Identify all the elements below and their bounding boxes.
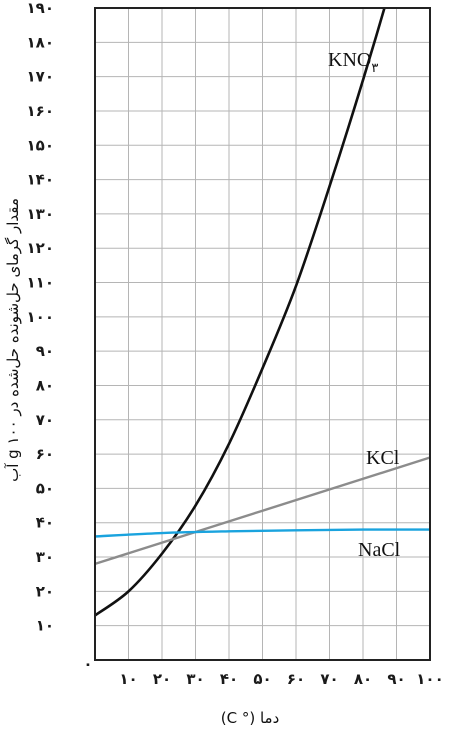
- y-tick-label: ۱۶۰: [27, 102, 54, 120]
- series-label-nacl: NaCl: [358, 539, 401, 561]
- x-axis-title: دما (° C): [221, 709, 280, 727]
- x-tick-label: ۵۰: [253, 670, 271, 688]
- series-line-kno3: [95, 8, 386, 617]
- x-tick-label: ۲۰: [153, 670, 171, 688]
- y-tick-label: ۱۴۰: [27, 171, 54, 189]
- x-tick-label: ۸۰: [354, 670, 372, 688]
- x-tick-label: ۷۰: [320, 670, 338, 688]
- x-tick-label: ۰: [83, 655, 92, 673]
- y-tick-label: ۱۰: [36, 617, 54, 635]
- y-tick-label: ۷۰: [36, 411, 54, 429]
- y-tick-label: ۱۵۰: [27, 136, 54, 154]
- x-tick-label: ۱۰۰: [416, 670, 443, 688]
- y-tick-label: ۲۰: [36, 582, 54, 600]
- y-tick-label: ۱۳۰: [27, 205, 54, 223]
- y-tick-labels: ۱۰ ۲۰ ۳۰ ۴۰ ۵۰ ۶۰ ۷۰ ۸۰ ۹۰ ۱۰۰ ۱۱۰ ۱۲۰ ۱۳۰ ۱۴۰ ۱۵۰ ۱۶۰ ۱…: [27, 0, 54, 635]
- y-tick-label: ۶۰: [36, 445, 54, 463]
- y-tick-label: ۱۲۰: [27, 239, 54, 257]
- series-label-kcl: KCl: [366, 447, 400, 469]
- y-tick-label: ۴۰: [36, 514, 54, 532]
- x-tick-label: ۱۰: [119, 670, 137, 688]
- y-tick-label: ۵۰: [36, 479, 54, 497]
- y-tick-label: ۱۰۰: [27, 308, 54, 326]
- series-line-kcl: [95, 456, 430, 566]
- x-tick-label: ۴۰: [220, 670, 238, 688]
- x-tick-labels: ۰ ۱۰ ۲۰ ۳۰ ۴۰ ۵۰ ۶۰ ۷۰ ۸۰ ۹۰ ۱۰۰: [83, 655, 443, 688]
- y-tick-label: ۱۹۰: [27, 0, 54, 17]
- x-tick-label: ۶۰: [287, 670, 305, 688]
- y-tick-label: ۱۸۰: [27, 33, 54, 51]
- grid: [94, 7, 431, 661]
- plot-frame: [94, 7, 431, 661]
- series-layer: [95, 8, 430, 617]
- series-label-kno3: KNO۳: [328, 49, 378, 75]
- series-line-nacl: [95, 528, 430, 538]
- x-tick-label: ۳۰: [186, 670, 204, 688]
- x-tick-label: ۹۰: [387, 670, 405, 688]
- y-tick-label: ۹۰: [36, 342, 54, 360]
- y-axis-title: مقدار گرمای حل‌شونده حل‌شده در ۱۰۰ g آب: [4, 198, 22, 482]
- y-tick-label: ۱۷۰: [27, 68, 54, 86]
- y-tick-label: ۳۰: [36, 548, 54, 566]
- y-tick-label: ۸۰: [36, 376, 54, 394]
- y-tick-label: ۱۱۰: [27, 274, 54, 292]
